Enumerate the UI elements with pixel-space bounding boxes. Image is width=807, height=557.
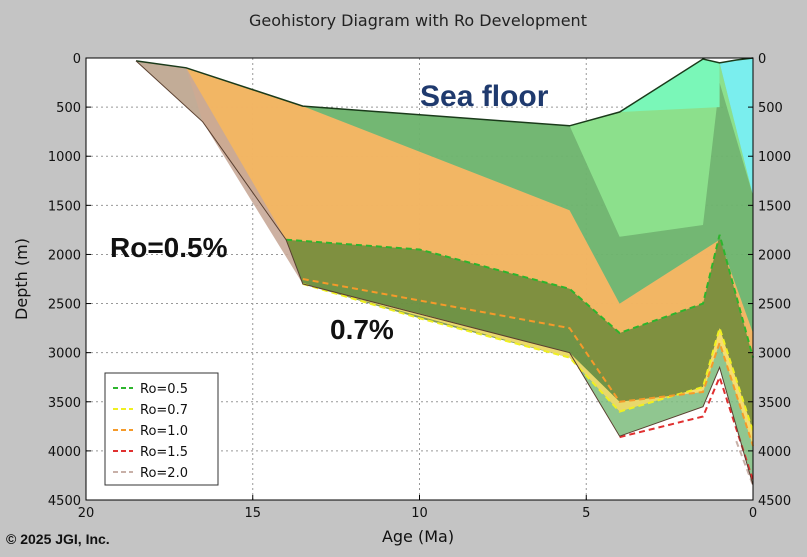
layer-fill-cyan	[719, 58, 753, 196]
series-line-3	[302, 278, 754, 447]
sea-floor-line	[135, 57, 754, 127]
y-tick-label-left: 1000	[48, 150, 81, 165]
y-tick-label-left: 4000	[48, 445, 81, 460]
y-tick-label-left: 3000	[48, 347, 81, 362]
ro-05-annotation: Ro=0.5%	[110, 232, 228, 263]
x-tick-label: 10	[411, 506, 428, 521]
y-axis-left-ticks: 0 500 1000 1500 2000 2500 3000 3500 4000 4500	[48, 52, 91, 509]
oil-window-band	[286, 234, 753, 432]
x-tick-label: 20	[78, 506, 95, 521]
y-tick-label-left: 2500	[48, 298, 81, 313]
y-tick-label-left: 2000	[48, 248, 81, 263]
series-lines	[286, 234, 754, 486]
series-line-4	[619, 374, 754, 481]
legend-label: Ro=1.0	[140, 424, 188, 439]
ro-07-annotation: 0.7%	[330, 314, 394, 345]
series-line-1	[286, 234, 754, 358]
y-tick-label-left: 4500	[48, 494, 81, 509]
y-tick-label-right: 500	[758, 101, 783, 116]
y-tick-label-right: 2500	[758, 298, 791, 313]
y-tick-label-right: 0	[758, 52, 766, 67]
y-tick-label-left: 1500	[48, 199, 81, 214]
legend-label: Ro=2.0	[140, 466, 188, 481]
legend-label: Ro=0.5	[140, 382, 188, 397]
y-tick-label-right: 1000	[758, 150, 791, 165]
sea-floor-annotation: Sea floor	[420, 80, 549, 113]
area-fills	[136, 58, 754, 486]
y-tick-label-right: 4000	[758, 445, 791, 460]
y-tick-label-left: 500	[56, 101, 81, 116]
y-axis-right-ticks: 0 500 1000 1500 2000 2500 3000 3500 4000 4500	[748, 52, 791, 509]
legend-label: Ro=1.5	[140, 445, 188, 460]
x-tick-label: 15	[244, 506, 261, 521]
y-tick-label-left: 3500	[48, 396, 81, 411]
y-tick-label-right: 2000	[758, 248, 791, 263]
y-tick-label-left: 0	[73, 52, 81, 67]
series-line-2	[302, 282, 754, 432]
copyright-notice: © 2025 JGI, Inc.	[6, 531, 110, 547]
x-axis-ticks: 20 15 10 5 0	[78, 495, 757, 521]
y-tick-label-right: 3000	[758, 347, 791, 362]
legend: Ro=0.5 Ro=0.7 Ro=1.0 Ro=1.5 Ro=2.0	[104, 372, 219, 486]
layer-fill-mint	[619, 59, 720, 112]
y-tick-label-right: 1500	[758, 199, 791, 214]
x-tick-label: 5	[582, 506, 590, 521]
y-axis-label: Depth (m)	[12, 238, 31, 320]
series-line-5	[735, 440, 754, 486]
y-tick-label-right: 4500	[758, 494, 791, 509]
x-tick-label: 0	[749, 506, 757, 521]
outline-lines	[135, 57, 754, 486]
x-axis-label: Age (Ma)	[382, 527, 454, 546]
chart-title: Geohistory Diagram with Ro Development	[249, 11, 587, 30]
basement-line	[135, 60, 754, 486]
y-tick-label-right: 3500	[758, 396, 791, 411]
legend-label: Ro=0.7	[140, 403, 188, 418]
